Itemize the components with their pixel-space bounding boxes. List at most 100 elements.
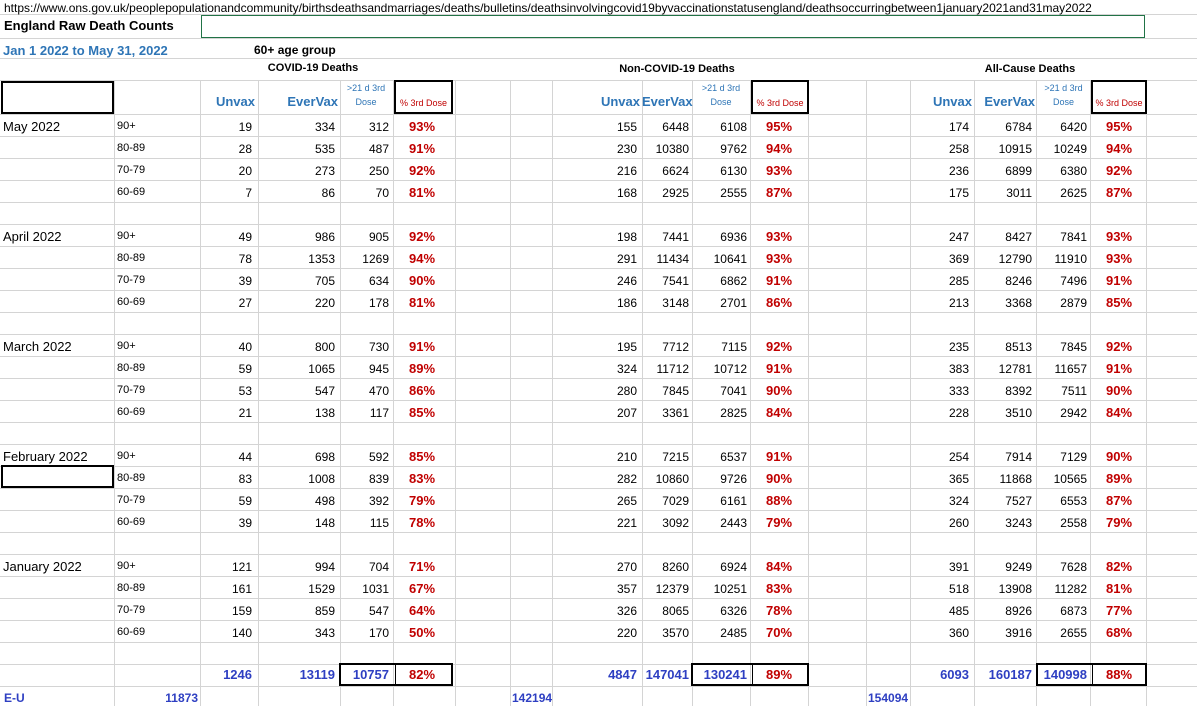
data-cell: 10565: [1053, 472, 1087, 486]
header-empty-box[interactable]: [1, 81, 114, 114]
data-cell: 498: [314, 494, 335, 508]
pct-cell: 92%: [1106, 339, 1133, 354]
grid-vline: [200, 80, 201, 706]
total-box-divider: [752, 663, 753, 686]
data-cell: 2625: [1060, 186, 1087, 200]
pct-cell: 93%: [766, 163, 793, 178]
section-title-covid: COVID-19 Deaths: [267, 62, 359, 74]
selected-cell-title[interactable]: [201, 15, 1145, 38]
pct-cell: 92%: [766, 339, 793, 354]
grid-vline: [510, 80, 511, 706]
age-group-cell: 90+: [117, 560, 136, 572]
data-cell: 994: [314, 560, 335, 574]
source-url[interactable]: https://www.ons.gov.uk/peoplepopulationa…: [4, 1, 1092, 15]
pct-cell: 79%: [409, 493, 436, 508]
data-cell: 270: [616, 560, 637, 574]
data-cell: 21: [238, 406, 252, 420]
pct-cell: 90%: [766, 383, 793, 398]
grid-vline: [455, 80, 456, 706]
data-cell: 235: [948, 340, 969, 354]
month-label: January 2022: [3, 559, 82, 574]
data-cell: 2558: [1060, 516, 1087, 530]
data-cell: 254: [948, 450, 969, 464]
data-cell: 3570: [662, 626, 689, 640]
data-cell: 8427: [1005, 230, 1032, 244]
data-cell: 8392: [1005, 384, 1032, 398]
data-cell: 236: [948, 164, 969, 178]
col-header-third-dose-line1: >21 d 3rd: [346, 83, 386, 93]
total-cell: 130241: [703, 667, 747, 682]
sheet-title: England Raw Death Counts: [4, 18, 174, 33]
data-cell: 383: [948, 362, 969, 376]
data-cell: 170: [368, 626, 389, 640]
data-cell: 282: [616, 472, 637, 486]
grid-hline: [0, 400, 1197, 401]
grid-hline: [0, 532, 1197, 533]
data-cell: 10860: [655, 472, 689, 486]
data-cell: 246: [616, 274, 637, 288]
grid-hline: [0, 334, 1197, 335]
data-cell: 3368: [1005, 296, 1032, 310]
data-cell: 117: [369, 406, 389, 420]
pct-cell: 86%: [409, 383, 436, 398]
total-pct-cell: 88%: [1106, 667, 1133, 682]
grid-vline: [910, 80, 911, 706]
col-header-unvax: Unvax: [600, 94, 640, 109]
data-cell: 2701: [720, 296, 747, 310]
total-box-divider: [395, 663, 396, 686]
pct-cell: 81%: [409, 185, 436, 200]
data-cell: 12781: [998, 362, 1032, 376]
pct-cell: 89%: [1106, 471, 1133, 486]
data-cell: 7712: [662, 340, 689, 354]
data-cell: 3148: [662, 296, 689, 310]
pct-cell: 68%: [1106, 625, 1133, 640]
data-cell: 518: [948, 582, 969, 596]
grid-vline: [552, 80, 553, 706]
grid-hline: [0, 312, 1197, 313]
data-cell: 195: [616, 340, 637, 354]
age-group-cell: 80-89: [117, 252, 146, 264]
pct-cell: 93%: [1106, 251, 1133, 266]
selected-cell-box[interactable]: [1, 465, 114, 488]
pct-cell: 93%: [766, 229, 793, 244]
grid-hline: [0, 136, 1197, 137]
data-cell: 273: [314, 164, 335, 178]
pct-cell: 84%: [766, 405, 793, 420]
pct-cell: 81%: [1106, 581, 1133, 596]
data-cell: 7845: [662, 384, 689, 398]
data-cell: 11712: [656, 362, 689, 376]
age-group-cell: 90+: [117, 230, 136, 242]
data-cell: 9249: [1005, 560, 1032, 574]
data-cell: 230: [616, 142, 637, 156]
data-cell: 705: [314, 274, 335, 288]
pct-cell: 88%: [766, 493, 793, 508]
data-cell: 6108: [720, 120, 747, 134]
total-box: [339, 663, 453, 686]
pct-cell: 79%: [1106, 515, 1133, 530]
data-cell: 9726: [720, 472, 747, 486]
data-cell: 20: [238, 164, 252, 178]
data-cell: 800: [314, 340, 335, 354]
pct-cell: 89%: [409, 361, 436, 376]
data-cell: 280: [616, 384, 637, 398]
data-cell: 9762: [720, 142, 747, 156]
data-cell: 535: [314, 142, 335, 156]
pct-cell: 93%: [766, 251, 793, 266]
data-cell: 8065: [662, 604, 689, 618]
data-cell: 53: [238, 384, 252, 398]
data-cell: 49: [238, 230, 252, 244]
data-cell: 250: [368, 164, 389, 178]
grid-vline: [866, 80, 867, 706]
data-cell: 7496: [1060, 274, 1087, 288]
age-group-cell: 70-79: [117, 274, 146, 286]
data-cell: 11868: [999, 472, 1032, 486]
age-group-cell: 80-89: [117, 142, 146, 154]
data-cell: 1008: [308, 472, 335, 486]
pct-cell: 79%: [766, 515, 793, 530]
data-cell: 6862: [720, 274, 747, 288]
grid-hline: [0, 576, 1197, 577]
pct-cell: 70%: [766, 625, 793, 640]
grid-hline: [0, 290, 1197, 291]
data-cell: 312: [368, 120, 389, 134]
data-cell: 11434: [656, 252, 689, 266]
